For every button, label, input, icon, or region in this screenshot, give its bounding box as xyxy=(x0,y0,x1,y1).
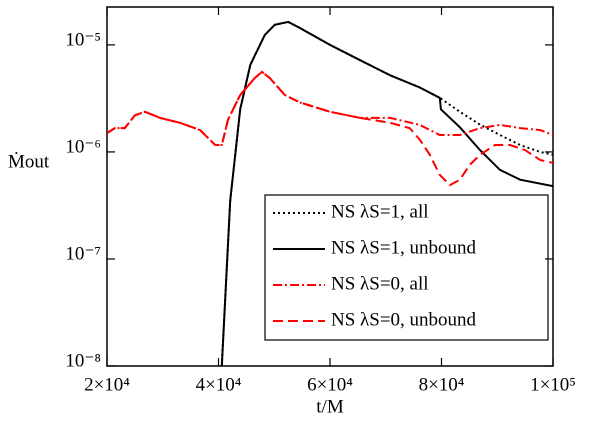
legend-label: NS λS=1, unbound xyxy=(331,237,477,258)
y-tick-label: 10⁻⁷ xyxy=(65,243,101,264)
y-tick-label: 10⁻⁶ xyxy=(65,136,101,157)
x-tick-label: 2×10⁴ xyxy=(84,374,130,395)
legend: NS λS=1, all NS λS=1, unbound NS λS=0, all… xyxy=(264,194,549,341)
y-axis-label: Ṁout xyxy=(8,151,50,172)
series-line xyxy=(107,70,553,146)
plot-area xyxy=(107,20,553,366)
legend-label: NS λS=1, all xyxy=(331,201,429,222)
y-tick-label: 10⁻⁸ xyxy=(65,350,101,371)
x-tick-label: 6×10⁴ xyxy=(307,374,353,395)
legend-box xyxy=(264,194,549,341)
legend-label: NS λS=0, all xyxy=(331,273,429,294)
y-tick-label: 10⁻⁵ xyxy=(65,29,101,50)
series-line xyxy=(220,20,553,366)
x-tick-label: 4×10⁴ xyxy=(196,374,242,395)
x-tick-label: 8×10⁴ xyxy=(419,374,465,395)
x-axis-label: t/M xyxy=(316,396,344,417)
x-tick-label: 1×10⁵ xyxy=(530,374,576,395)
series-line xyxy=(107,70,553,187)
legend-label: NS λS=0, unbound xyxy=(331,309,477,330)
